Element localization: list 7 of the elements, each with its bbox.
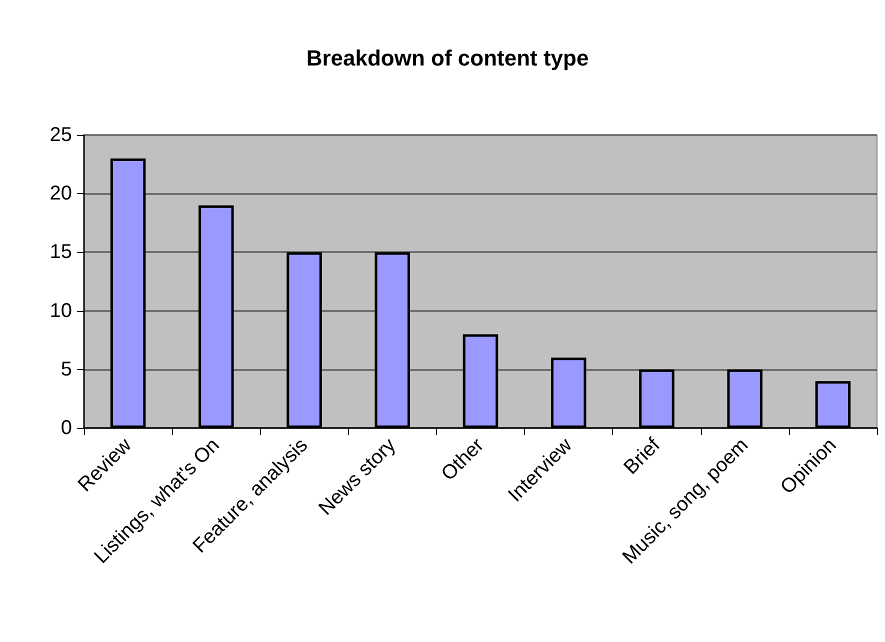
chart-title: Breakdown of content type	[306, 46, 589, 70]
y-tick-label: 15	[50, 241, 72, 264]
y-tick-label: 5	[60, 358, 72, 380]
y-tick-label: 20	[50, 182, 72, 205]
y-tick-label: 0	[60, 417, 72, 439]
y-tick-label: 25	[50, 124, 72, 146]
y-tick-label: 10	[50, 300, 72, 322]
